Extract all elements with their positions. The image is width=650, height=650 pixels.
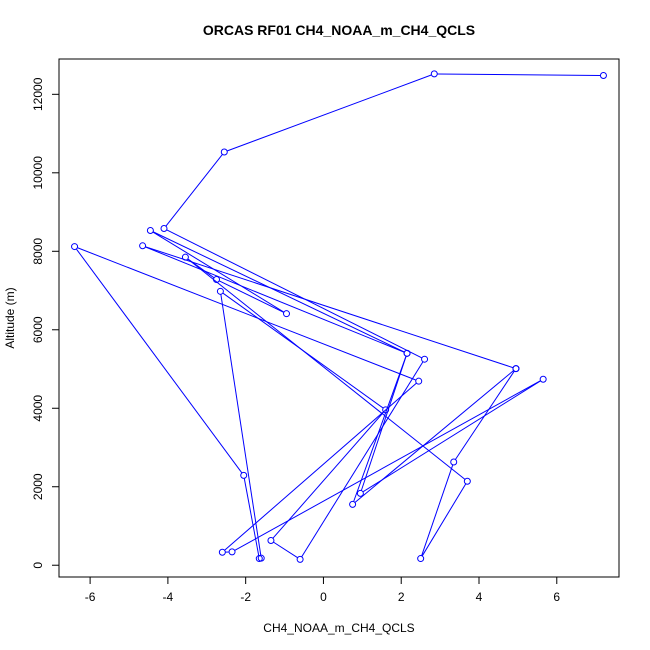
data-point <box>71 243 79 251</box>
x-tick-label: -6 <box>85 590 96 604</box>
x-tick-label: 4 <box>476 590 483 604</box>
data-point <box>240 471 248 479</box>
series-segment <box>272 411 384 539</box>
x-tick-label: -4 <box>163 590 174 604</box>
data-point <box>255 555 263 563</box>
series-segment <box>145 246 514 369</box>
series-segment <box>421 483 467 557</box>
series-segment <box>165 154 223 227</box>
y-tick-label: 10000 <box>31 156 45 190</box>
series-segment <box>153 231 405 353</box>
data-point <box>450 458 458 466</box>
data-point <box>403 349 411 357</box>
series-segment <box>455 371 515 460</box>
series-segment <box>421 464 454 556</box>
x-axis-label: CH4_NOAA_m_CH4_QCLS <box>263 621 414 635</box>
data-point <box>216 287 224 295</box>
series-segment <box>220 294 262 556</box>
x-axis: -6 -4 -2 0 2 4 6 <box>85 576 560 604</box>
series-segment <box>76 248 243 474</box>
data-point <box>218 548 226 556</box>
data-point <box>415 377 423 385</box>
y-axis-label: Altitude (m) <box>3 287 17 348</box>
x-tick-label: -2 <box>240 590 251 604</box>
series-segment <box>273 541 298 559</box>
data-point <box>220 148 228 156</box>
data-point <box>349 500 357 508</box>
data-point <box>599 71 607 79</box>
data-point <box>228 548 236 556</box>
series-segment <box>77 247 416 381</box>
x-tick-label: 6 <box>553 590 560 604</box>
chart-title: ORCAS RF01 CH4_NOAA_m_CH4_QCLS <box>203 22 475 38</box>
data-point <box>421 355 429 363</box>
data-point <box>146 226 154 234</box>
series-segment <box>437 73 601 76</box>
series-segment <box>152 231 285 313</box>
y-tick-label: 4000 <box>31 395 45 422</box>
data-point <box>283 310 290 318</box>
series-segment <box>360 356 407 491</box>
series-segment <box>301 361 424 557</box>
data-point <box>463 477 471 485</box>
series-segment <box>362 380 541 493</box>
data-point <box>296 555 304 563</box>
series-segment <box>354 370 514 503</box>
series-line <box>76 73 601 559</box>
series-segment <box>219 280 284 313</box>
series-segment <box>243 478 260 556</box>
data-point <box>382 406 390 414</box>
series-segment <box>145 246 405 353</box>
data-point <box>213 276 220 284</box>
y-tick-label: 0 <box>31 562 45 569</box>
data-point <box>139 242 147 250</box>
data-point <box>539 375 547 383</box>
data-point <box>356 489 364 497</box>
data-point <box>512 365 520 373</box>
y-tick-label: 2000 <box>31 473 45 500</box>
plot-area-frame <box>58 58 620 578</box>
data-point <box>181 253 189 261</box>
y-tick-label: 8000 <box>31 238 45 265</box>
data-point <box>430 70 438 78</box>
x-tick-label: 0 <box>320 590 327 604</box>
data-point <box>160 225 168 233</box>
series-segment <box>166 229 422 359</box>
x-tick-label: 2 <box>398 590 405 604</box>
series-points <box>71 70 607 563</box>
data-point <box>417 555 425 563</box>
series-segment <box>353 356 407 502</box>
y-axis: 0 2000 4000 6000 8000 10000 12000 <box>31 77 60 569</box>
series-segment <box>187 258 466 480</box>
series-segment <box>224 382 417 551</box>
data-point <box>267 537 275 545</box>
y-tick-label: 6000 <box>31 316 45 343</box>
y-tick-label: 12000 <box>31 77 45 111</box>
series-segment <box>227 74 432 152</box>
